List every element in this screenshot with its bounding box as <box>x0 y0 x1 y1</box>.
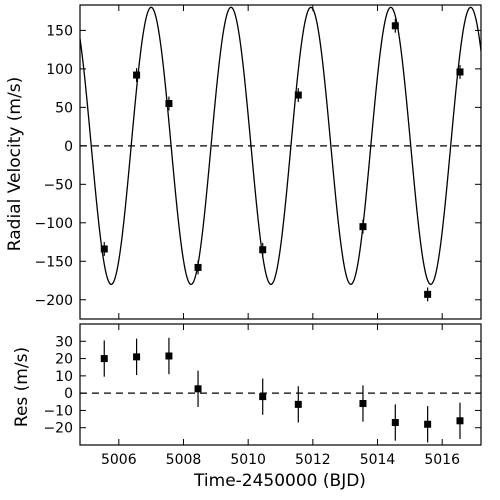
rv-point-marker <box>165 100 173 108</box>
residual-data-point <box>194 370 202 407</box>
residual-point-marker <box>294 400 302 408</box>
residual-y-tick-label: −10 <box>43 403 73 419</box>
rv-y-axis-label: Radial Velocity (m/s) <box>5 77 25 251</box>
rv-data-point <box>133 68 141 82</box>
residual-y-tick-label: −20 <box>43 421 73 437</box>
rv-data-point <box>100 242 108 256</box>
rv-data-point <box>424 287 432 302</box>
rv-y-tick-label: 100 <box>46 62 73 78</box>
rv-y-ticks: −200 −150 −100 −50 0 50 100 150 <box>35 23 481 309</box>
residual-x-tick-label: 5012 <box>295 452 331 468</box>
residual-x-tick-label: 5010 <box>230 452 266 468</box>
residual-data-point <box>391 404 399 441</box>
residual-point-marker <box>391 419 399 427</box>
residual-point-marker <box>133 353 141 361</box>
rv-model-curve <box>79 6 482 286</box>
rv-data-point <box>259 242 267 257</box>
rv-point-marker <box>424 290 432 298</box>
rv-point-marker <box>391 22 399 30</box>
residual-x-ticks: 5006 5008 5010 5012 5014 5016 <box>101 324 460 468</box>
rv-data-point <box>165 96 173 111</box>
residual-data-point <box>100 340 108 377</box>
rv-point-marker <box>194 263 202 271</box>
residual-point-marker <box>165 352 173 360</box>
residual-y-tick-label: 0 <box>64 386 73 402</box>
rv-point-marker <box>359 223 367 231</box>
rv-point-marker <box>133 71 141 79</box>
residual-data-point <box>133 338 141 375</box>
residual-y-tick-label: 30 <box>55 334 73 350</box>
rv-point-marker <box>294 91 302 99</box>
rv-data-point <box>194 260 202 275</box>
rv-y-tick-label: −100 <box>35 216 73 232</box>
residual-point-marker <box>259 393 267 401</box>
rv-data-point <box>294 88 302 102</box>
residual-y-axis-label: Res (m/s) <box>12 347 32 427</box>
rv-data-point <box>456 65 464 79</box>
rv-panel: −200 −150 −100 −50 0 50 100 150 Radial Velocity… <box>5 4 482 320</box>
residual-y-tick-label: 20 <box>55 352 73 368</box>
residual-x-tick-label: 5016 <box>424 452 460 468</box>
rv-point-marker <box>456 68 464 76</box>
rv-y-tick-label: −150 <box>35 254 73 270</box>
residual-y-tick-label: 10 <box>55 369 73 385</box>
residual-data-points <box>100 337 464 443</box>
x-axis-label: Time-2450000 (BJD) <box>193 471 366 491</box>
residual-data-point <box>165 337 173 375</box>
rv-point-marker <box>100 245 108 253</box>
residual-data-point <box>294 386 302 423</box>
residual-point-marker <box>359 400 367 408</box>
residual-point-marker <box>456 417 464 425</box>
residual-x-tick-label: 5008 <box>166 452 202 468</box>
rv-point-marker <box>259 246 267 254</box>
rv-x-ticks <box>118 5 443 319</box>
rv-y-tick-label: 150 <box>46 23 73 39</box>
residual-plot-frame <box>79 323 482 446</box>
rv-data-point <box>391 18 399 33</box>
residual-point-marker <box>100 355 108 363</box>
rv-plot-frame <box>79 4 482 320</box>
residual-point-marker <box>424 420 432 428</box>
rv-y-tick-label: 50 <box>55 100 73 116</box>
residual-data-point <box>456 402 464 439</box>
rv-y-tick-label: 0 <box>64 139 73 155</box>
rv-data-points <box>100 18 464 302</box>
rv-y-tick-label: −50 <box>43 177 73 193</box>
residual-x-tick-label: 5006 <box>101 452 137 468</box>
rv-data-point <box>359 219 367 234</box>
rv-y-tick-label: −200 <box>35 293 73 309</box>
residual-point-marker <box>194 385 202 393</box>
residual-x-tick-label: 5014 <box>360 452 396 468</box>
residual-data-point <box>259 378 267 415</box>
residual-data-point <box>424 406 432 443</box>
residual-data-point <box>359 385 367 422</box>
